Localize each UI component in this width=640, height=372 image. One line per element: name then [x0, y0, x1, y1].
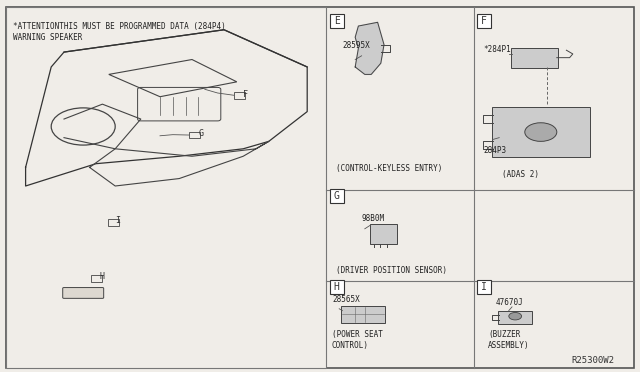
FancyBboxPatch shape — [341, 306, 385, 323]
Circle shape — [509, 312, 522, 320]
FancyBboxPatch shape — [330, 189, 344, 203]
Text: 98B0M: 98B0M — [362, 214, 385, 223]
Text: (BUZZER
ASSEMBLY): (BUZZER ASSEMBLY) — [488, 330, 530, 350]
FancyBboxPatch shape — [6, 7, 634, 368]
Text: 47670J: 47670J — [496, 298, 524, 307]
Text: (DRIVER POSITION SENSOR): (DRIVER POSITION SENSOR) — [336, 266, 447, 275]
Text: I: I — [115, 216, 120, 225]
FancyBboxPatch shape — [492, 107, 590, 157]
Text: R25300W2: R25300W2 — [572, 356, 614, 365]
Polygon shape — [355, 22, 384, 74]
Text: *ATTENTIONTHIS MUST BE PROGRAMMED DATA (284P4)
WARNING SPEAKER: *ATTENTIONTHIS MUST BE PROGRAMMED DATA (… — [13, 22, 225, 42]
FancyBboxPatch shape — [63, 288, 104, 298]
Text: G: G — [198, 129, 204, 138]
FancyBboxPatch shape — [370, 224, 397, 244]
Text: G: G — [333, 191, 340, 201]
Text: F: F — [243, 90, 248, 99]
Text: H: H — [333, 282, 340, 292]
Text: H: H — [99, 272, 104, 281]
FancyBboxPatch shape — [498, 311, 532, 324]
Text: (CONTROL-KEYLESS ENTRY): (CONTROL-KEYLESS ENTRY) — [336, 164, 442, 173]
FancyBboxPatch shape — [511, 48, 558, 68]
FancyBboxPatch shape — [6, 7, 326, 368]
FancyBboxPatch shape — [477, 280, 491, 294]
Text: 284P3: 284P3 — [483, 145, 506, 154]
Text: 28595X: 28595X — [342, 41, 370, 50]
FancyBboxPatch shape — [477, 14, 491, 28]
Text: *284P1: *284P1 — [483, 45, 511, 54]
FancyBboxPatch shape — [330, 280, 344, 294]
Text: (ADAS 2): (ADAS 2) — [502, 170, 540, 179]
Circle shape — [525, 123, 557, 141]
FancyBboxPatch shape — [330, 14, 344, 28]
Text: 28565X: 28565X — [333, 295, 360, 304]
Text: E: E — [333, 16, 340, 26]
Text: F: F — [481, 16, 487, 26]
Text: I: I — [481, 282, 487, 292]
Text: (POWER SEAT
CONTROL): (POWER SEAT CONTROL) — [332, 330, 382, 350]
